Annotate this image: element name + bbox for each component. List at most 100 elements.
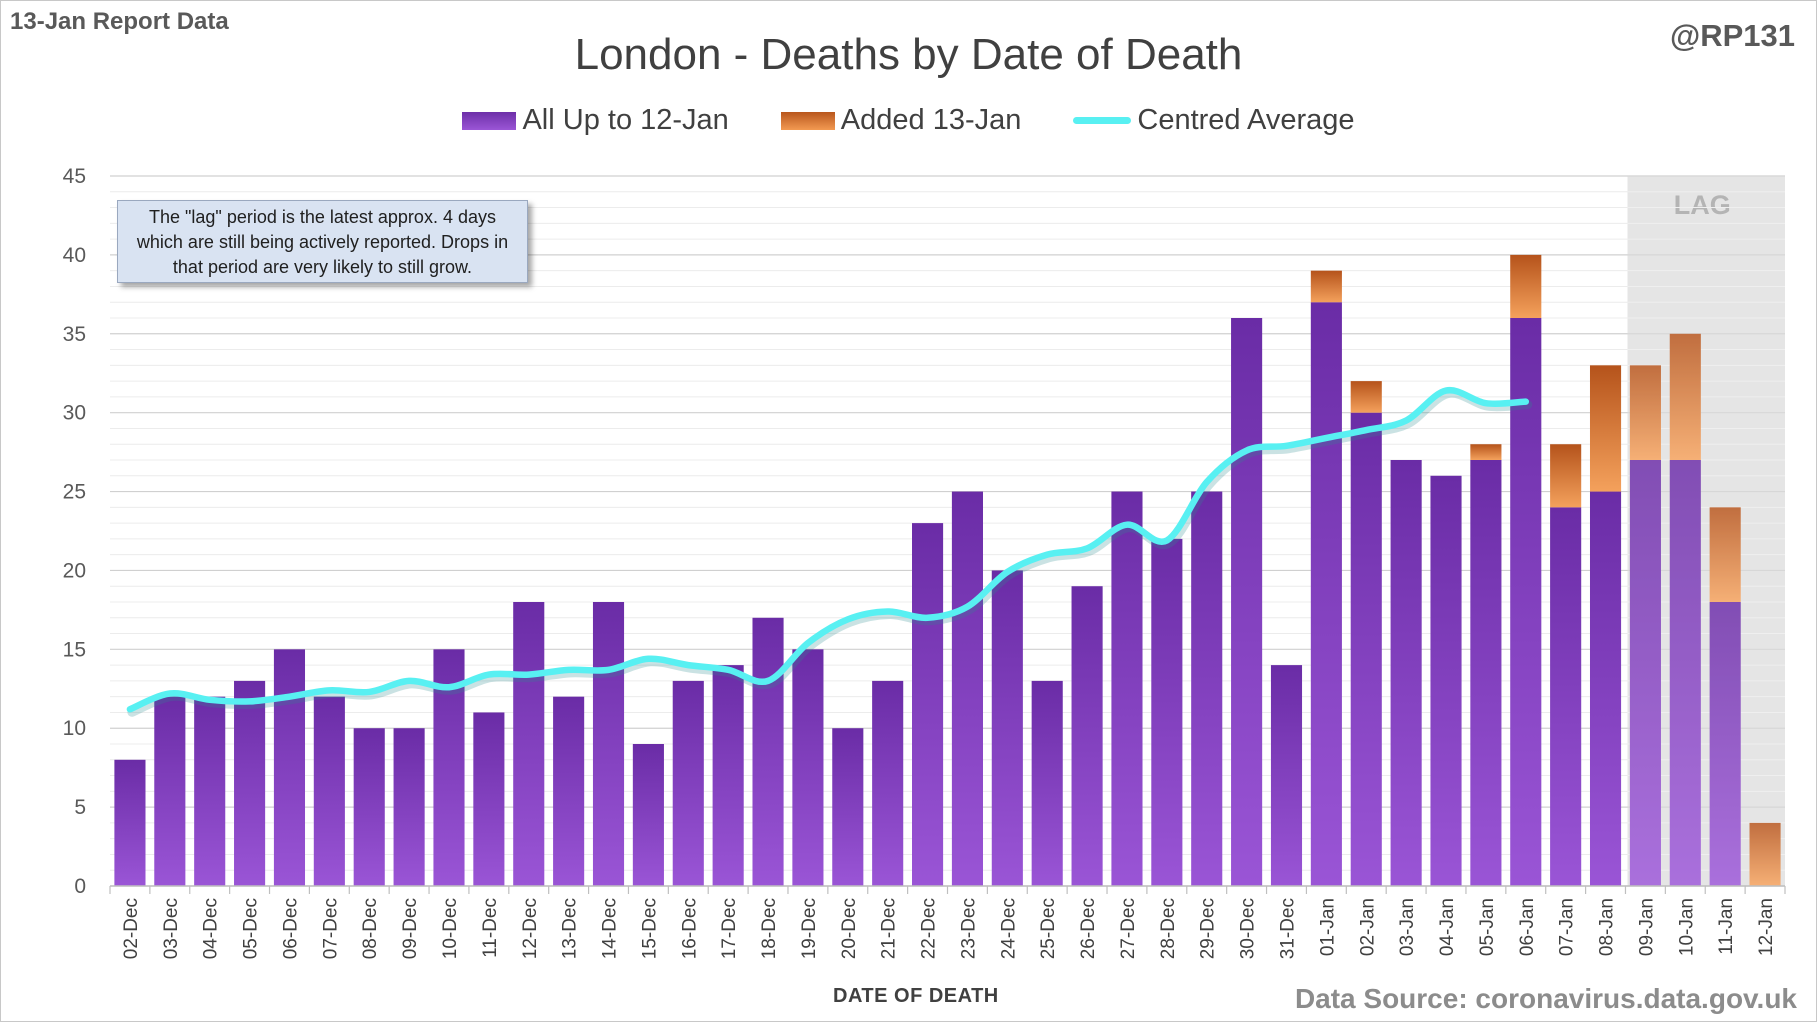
legend-swatch-line [1073,117,1132,124]
bar-all [1270,665,1303,886]
bar-all [991,570,1023,886]
bar-all [1709,602,1741,886]
legend-swatch-purple [462,111,517,130]
bar-all [353,728,385,886]
report-tag: 13-Jan Report Data [10,8,229,35]
legend-item-all: All Up to 12-Jan [462,104,729,137]
bar-all [1310,302,1342,886]
bar-all [1629,460,1661,886]
x-tick-label: 02-Dec [121,898,142,959]
x-tick-label: 23-Dec [958,898,979,959]
x-tick-label: 06-Dec [280,898,301,959]
bar-all [1550,507,1582,886]
bar-all [154,696,186,886]
x-tick-label: 10-Jan [1676,898,1697,956]
bar-added [1310,270,1342,303]
x-tick-label: 28-Dec [1158,898,1179,959]
legend-swatch-orange [780,111,835,130]
x-tick-label: 14-Dec [600,898,621,959]
x-tick-label: 05-Jan [1477,898,1498,956]
bar-all [752,617,784,886]
bar-all [1470,460,1502,886]
x-tick-label: 10-Dec [440,898,461,959]
bar-all [672,680,704,886]
lag-label: LAG [1674,190,1731,220]
bar-added [1589,365,1622,492]
bar-all [1589,491,1622,886]
y-tick-label: 35 [63,323,86,346]
x-tick-label: 20-Dec [839,898,860,959]
bar-added [1550,444,1582,508]
x-tick-label: 18-Dec [759,898,780,959]
y-tick-label: 30 [63,402,86,425]
bar-added [1749,822,1781,886]
x-tick-label: 04-Jan [1437,898,1458,956]
x-tick-label: 06-Jan [1517,898,1538,956]
x-tick-label: 16-Dec [679,898,700,959]
bar-added [1709,507,1741,602]
bar-all [1510,318,1542,886]
x-tick-label: 08-Dec [360,898,381,959]
x-tick-label: 05-Dec [241,898,262,959]
bar-all [393,728,425,886]
bar-all [313,696,345,886]
chart-title: London - Deaths by Date of Death [574,30,1243,79]
lag-wash [1627,176,1785,886]
bar-all [1350,412,1382,886]
author-handle: @RP131 [1669,18,1795,53]
bar-all [513,602,545,886]
bar-all [832,728,864,886]
x-tick-label: 13-Dec [560,898,581,959]
y-tick-label: 20 [63,559,86,582]
bar-all [592,602,625,886]
x-tick-label: 31-Dec [1277,898,1298,959]
bar-added [1629,365,1661,460]
bar-all [114,759,146,886]
bar-all [1430,475,1462,886]
x-tick-label: 25-Dec [1038,898,1059,959]
bar-all [1031,680,1063,886]
legend-item-added: Added 13-Jan [780,104,1022,137]
y-tick-label: 5 [74,796,86,819]
y-tick-label: 40 [63,244,86,267]
bar-all [792,649,824,886]
bar-all [1111,491,1143,886]
x-tick-label: 30-Dec [1238,898,1259,959]
bar-all [194,696,226,886]
x-tick-label: 12-Jan [1756,898,1777,956]
x-tick-label: 07-Dec [320,898,341,959]
y-tick-label: 0 [74,875,86,898]
x-tick-label: 24-Dec [998,898,1019,959]
bar-all [712,665,744,886]
x-axis-title: DATE OF DEATH [833,985,999,1007]
legend-label-added: Added 13-Jan [840,104,1022,136]
x-tick-label: 11-Dec [480,898,501,958]
x-tick-label: 19-Dec [799,898,820,959]
x-tick-label: 15-Dec [639,898,660,959]
bar-all [234,680,266,886]
legend-label-average: Centred Average [1137,104,1355,136]
y-tick-label: 10 [63,717,86,740]
x-tick-label: 03-Dec [161,898,182,959]
x-tick-label: 17-Dec [719,898,740,959]
x-tick-label: 09-Jan [1636,898,1657,956]
x-tick-label: 11-Jan [1716,898,1737,955]
average-line [126,386,1530,713]
bar-added [1470,444,1502,460]
y-tick-label: 25 [63,481,86,504]
bar-all [1231,318,1263,886]
bar-all [951,491,983,886]
bar-all [912,523,944,886]
legend: All Up to 12-Jan Added 13-Jan Centred Av… [0,104,1817,137]
x-tick-label: 26-Dec [1078,898,1099,959]
x-tick-label: 08-Jan [1597,898,1618,956]
bar-all [1151,538,1183,886]
bar-all [1071,586,1103,886]
x-tick-label: 03-Jan [1397,898,1418,956]
bar-all [473,712,505,886]
bar-all [872,680,904,886]
x-tick-label: 02-Jan [1357,898,1378,956]
bar-all [1669,460,1701,886]
y-tick-label: 15 [63,638,86,661]
